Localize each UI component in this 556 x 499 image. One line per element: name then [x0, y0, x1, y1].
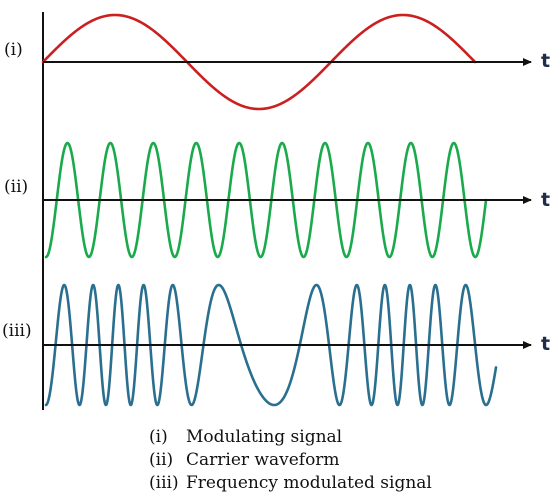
- legend: (i) Modulating signal (ii) Carrier wavef…: [149, 427, 432, 493]
- time-axis-label-i: t: [541, 50, 550, 72]
- time-axis-label-iii: t: [541, 333, 550, 355]
- legend-key-ii: (ii): [149, 450, 173, 470]
- panel-label-iii: (iii): [2, 321, 32, 341]
- panel-label-i: (i): [4, 40, 23, 60]
- carrier-wave: [44, 141, 488, 259]
- legend-text-iii: Frequency modulated signal: [186, 473, 432, 493]
- modulating-signal-wave: [41, 13, 477, 111]
- legend-item-ii: (ii) Carrier waveform: [149, 450, 340, 470]
- legend-item-iii: (iii) Frequency modulated signal: [149, 473, 432, 493]
- panel-label-ii: (ii): [4, 177, 28, 197]
- time-axis-label-ii: t: [541, 189, 550, 211]
- legend-text-ii: Carrier waveform: [186, 450, 340, 470]
- legend-text-i: Modulating signal: [186, 427, 342, 447]
- fm-signal-wave: [44, 283, 498, 407]
- legend-key-i: (i): [149, 427, 168, 447]
- legend-key-iii: (iii): [149, 473, 179, 493]
- legend-item-i: (i) Modulating signal: [149, 427, 342, 447]
